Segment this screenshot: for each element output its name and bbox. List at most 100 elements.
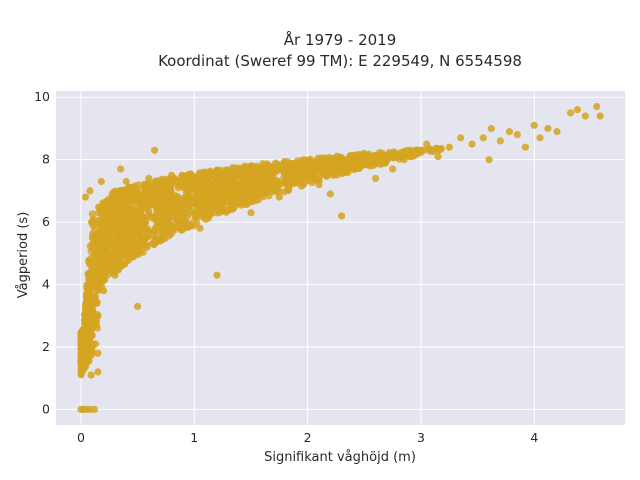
data-point — [140, 213, 148, 221]
scatter-points — [77, 103, 604, 413]
data-point — [161, 197, 169, 205]
data-point — [179, 209, 187, 217]
y-tick-label: 10 — [34, 89, 50, 104]
x-tick-label: 4 — [530, 430, 538, 445]
data-point — [119, 243, 127, 251]
data-point — [179, 176, 187, 184]
data-point — [479, 134, 487, 142]
data-point — [185, 190, 193, 198]
data-point — [468, 140, 476, 148]
data-point — [117, 262, 126, 270]
data-point — [274, 183, 282, 191]
data-point — [165, 224, 173, 232]
data-point — [247, 162, 255, 170]
data-point — [285, 184, 293, 192]
data-point — [323, 172, 331, 180]
data-point — [88, 312, 96, 320]
data-point — [185, 223, 193, 231]
x-tick-label: 0 — [77, 430, 85, 445]
data-point — [169, 195, 177, 203]
data-point — [513, 131, 521, 139]
data-point — [107, 226, 115, 234]
data-point — [162, 187, 170, 195]
x-tick-label: 1 — [190, 430, 198, 445]
data-point — [224, 187, 232, 195]
x-axis-label: Signifikant våghöjd (m) — [264, 450, 416, 465]
data-point — [428, 147, 436, 155]
data-point — [82, 300, 90, 308]
y-tick-label: 2 — [42, 339, 50, 354]
data-point — [275, 193, 283, 201]
data-point — [100, 287, 108, 295]
data-point — [218, 199, 227, 207]
data-point — [197, 207, 205, 215]
data-point — [245, 198, 253, 206]
data-point — [134, 193, 142, 201]
data-point — [292, 165, 300, 173]
data-point — [536, 134, 544, 142]
data-point — [521, 143, 529, 151]
data-point — [496, 137, 504, 145]
data-point — [304, 159, 312, 167]
data-point — [485, 156, 493, 164]
data-point — [95, 203, 103, 211]
data-point — [84, 324, 92, 332]
y-tick-label: 4 — [42, 277, 50, 292]
data-point — [445, 143, 453, 151]
data-point — [84, 289, 93, 297]
data-point — [177, 226, 185, 234]
data-point — [249, 171, 257, 179]
data-point — [219, 206, 227, 214]
data-point — [94, 216, 103, 224]
data-point — [304, 177, 312, 185]
data-point — [195, 186, 203, 194]
y-tick-labels: 0 2 4 6 8 10 — [34, 89, 50, 416]
data-point — [338, 168, 346, 176]
data-point — [109, 252, 117, 260]
data-point — [434, 153, 442, 161]
data-point — [218, 193, 226, 202]
data-point — [280, 168, 288, 176]
data-point — [85, 258, 93, 266]
data-point — [151, 146, 159, 154]
data-point — [104, 270, 112, 279]
data-point — [145, 174, 153, 182]
data-point — [202, 168, 210, 176]
data-point — [139, 221, 147, 229]
data-point — [326, 190, 334, 198]
data-point — [213, 271, 221, 279]
data-point — [207, 199, 215, 207]
y-tick-label: 8 — [42, 152, 50, 167]
data-point — [199, 181, 207, 189]
data-point — [553, 128, 561, 136]
data-point — [111, 202, 119, 211]
data-point — [94, 349, 102, 357]
data-point — [544, 124, 552, 133]
data-point — [111, 271, 119, 279]
data-point — [100, 249, 108, 257]
data-point — [281, 177, 289, 186]
x-tick-label: 3 — [417, 430, 425, 445]
data-point — [87, 268, 95, 276]
data-point — [144, 233, 152, 241]
data-point — [154, 214, 162, 222]
data-point — [388, 153, 397, 161]
data-point — [134, 302, 142, 310]
data-point — [111, 190, 119, 198]
data-point — [156, 237, 164, 245]
y-axis-label: Vågperiod (s) — [16, 212, 31, 299]
x-tick-label: 2 — [304, 430, 312, 445]
data-point — [258, 181, 266, 189]
data-point — [100, 199, 108, 207]
data-point — [237, 191, 245, 200]
data-point — [330, 159, 338, 167]
data-point — [196, 172, 205, 180]
data-point — [216, 169, 224, 177]
data-point — [567, 109, 575, 117]
data-point — [87, 247, 95, 255]
data-point — [85, 336, 93, 344]
data-point — [118, 231, 126, 239]
data-point — [92, 319, 100, 327]
data-point — [174, 184, 182, 192]
